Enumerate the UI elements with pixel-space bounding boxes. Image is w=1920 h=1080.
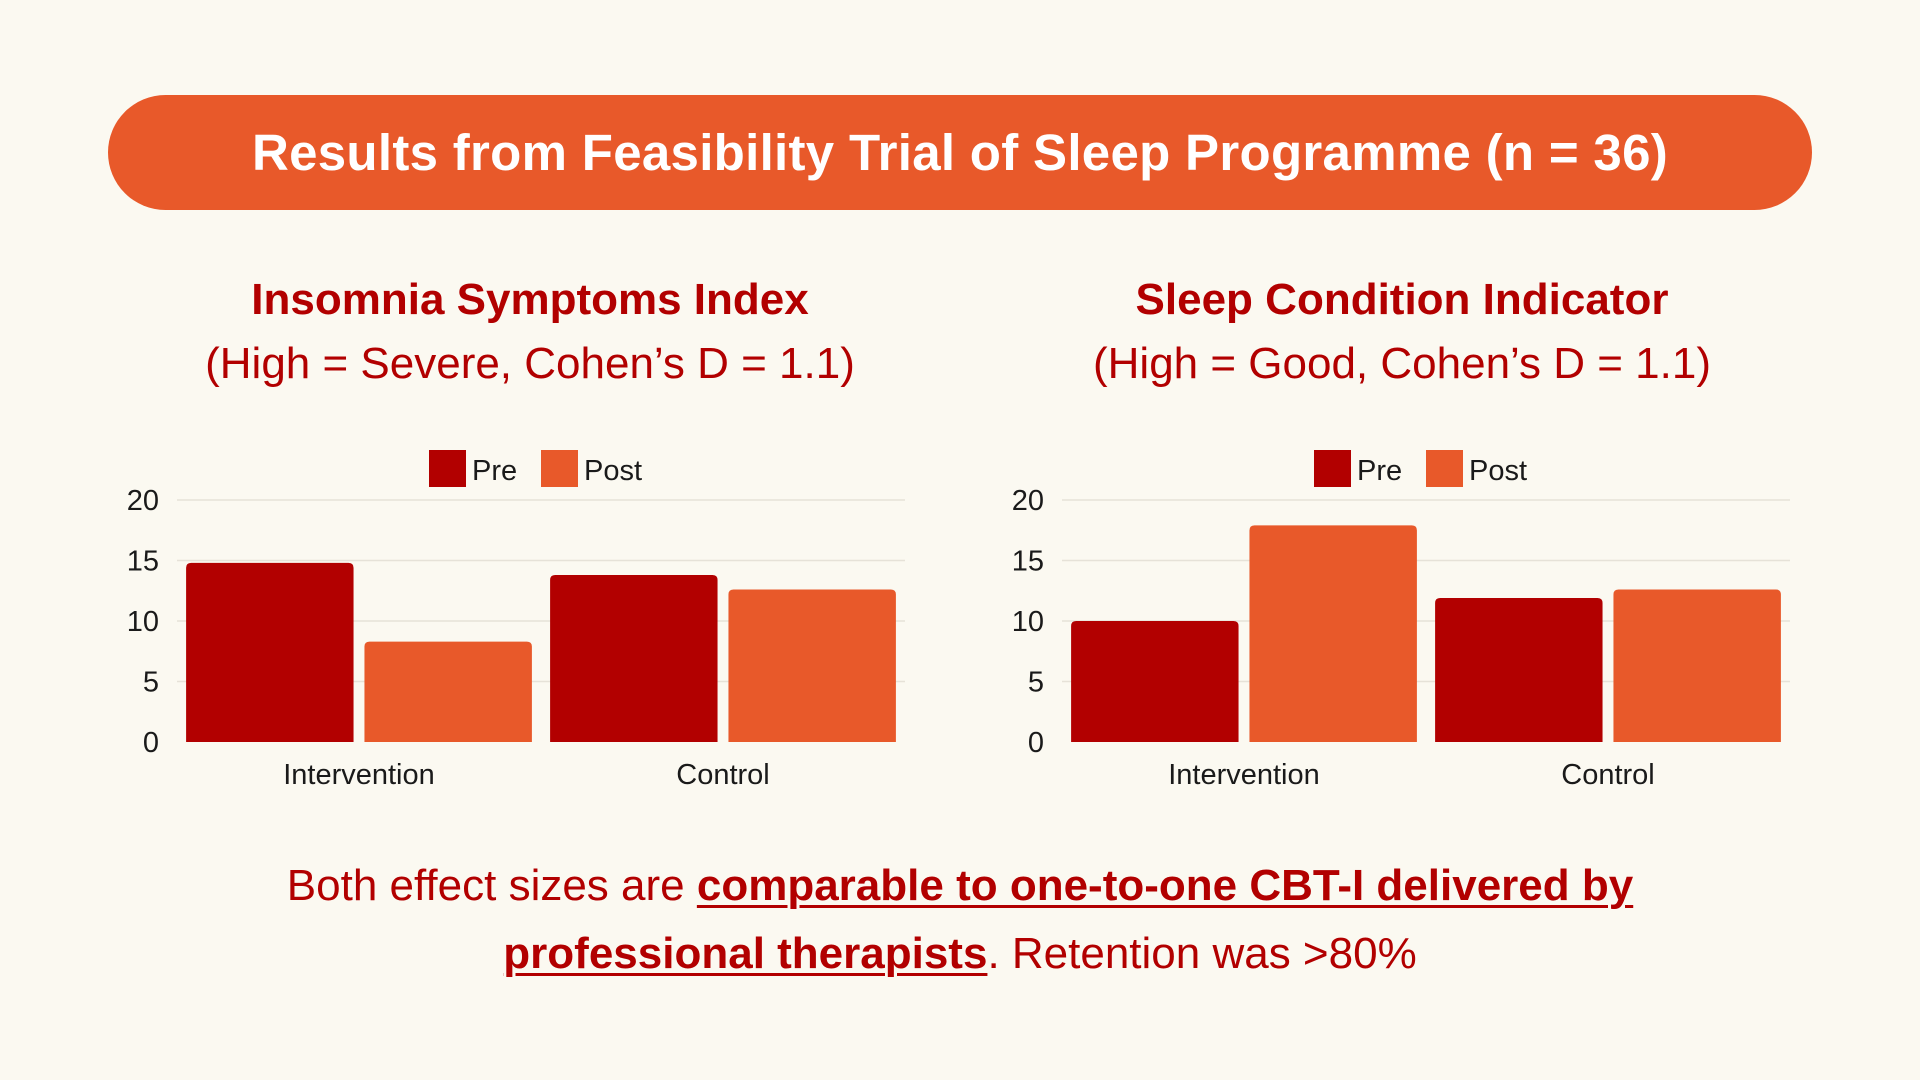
bar-control-post: [728, 589, 896, 742]
legend-label-post: Post: [584, 455, 642, 487]
page-title: Results from Feasibility Trial of Sleep …: [251, 124, 1669, 181]
y-tick-label: 5: [1028, 667, 1044, 699]
bar-intervention-post: [364, 641, 532, 742]
bar-control-pre: [1435, 598, 1603, 742]
chart-subtitle-insomnia: (High = Severe, Cohen’s D = 1.1): [205, 339, 855, 388]
chart-heading-sleep-condition: Sleep Condition Indicator (High = Good, …: [952, 272, 1852, 394]
legend-label-post: Post: [1469, 455, 1527, 487]
footer-text-part2: . Retention was >80%: [987, 929, 1417, 978]
y-tick-label: 20: [127, 485, 159, 517]
legend-swatch-post: [1426, 450, 1463, 487]
chart-heading-insomnia: Insomnia Symptoms Index (High = Severe, …: [80, 272, 980, 394]
y-tick-label: 15: [1012, 546, 1044, 578]
bar-intervention-pre: [1071, 621, 1239, 742]
y-tick-label: 20: [1012, 485, 1044, 517]
legend-label-pre: Pre: [1357, 455, 1402, 487]
legend-label-pre: Pre: [472, 455, 517, 487]
chart-title-sleep-condition: Sleep Condition Indicator: [1135, 275, 1669, 324]
footer-text-part1: Both effect sizes are: [286, 861, 697, 910]
insomnia-bar-chart: Pre Post 0 5 10 15 20 Intervention Control: [127, 450, 905, 791]
sleep-condition-bar-chart: Pre Post 0 5 10 15 20 Intervention Control: [1012, 450, 1790, 791]
x-tick-label-control: Control: [1561, 759, 1655, 791]
legend-swatch-pre: [429, 450, 466, 487]
y-tick-label: 0: [1028, 727, 1044, 759]
chart-title-insomnia: Insomnia Symptoms Index: [251, 275, 809, 324]
footer-emphasis: comparable to one-to-one CBT-I delivered…: [503, 861, 1634, 978]
x-tick-label-control: Control: [676, 759, 770, 791]
y-tick-label: 5: [143, 667, 159, 699]
bar-intervention-post: [1249, 525, 1417, 742]
chart-subtitle-sleep-condition: (High = Good, Cohen’s D = 1.1): [1093, 339, 1711, 388]
bar-control-pre: [550, 575, 718, 742]
legend-swatch-post: [541, 450, 578, 487]
y-tick-label: 0: [143, 727, 159, 759]
x-tick-label-intervention: Intervention: [283, 759, 435, 791]
y-tick-label: 15: [127, 546, 159, 578]
footer-summary: Both effect sizes are comparable to one-…: [160, 852, 1760, 988]
bar-intervention-pre: [186, 562, 354, 742]
bar-control-post: [1613, 589, 1781, 742]
title-banner: Results from Feasibility Trial of Sleep …: [108, 95, 1812, 210]
y-tick-label: 10: [127, 606, 159, 638]
legend-swatch-pre: [1314, 450, 1351, 487]
x-tick-label-intervention: Intervention: [1168, 759, 1320, 791]
y-tick-label: 10: [1012, 606, 1044, 638]
